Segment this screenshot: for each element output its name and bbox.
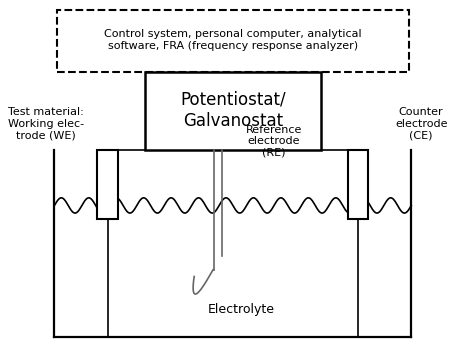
Text: Potentiostat/
Galvanostat: Potentiostat/ Galvanostat xyxy=(180,91,286,130)
Text: Counter
electrode
(CE): Counter electrode (CE) xyxy=(395,107,447,141)
Text: Reference
electrode
(RE): Reference electrode (RE) xyxy=(246,125,302,158)
Bar xyxy=(348,150,368,219)
Bar xyxy=(97,150,118,219)
Bar xyxy=(145,72,321,150)
Text: Electrolyte: Electrolyte xyxy=(208,303,275,316)
Text: Test material:
Working elec-
trode (WE): Test material: Working elec- trode (WE) xyxy=(8,107,84,141)
Bar xyxy=(56,10,409,72)
Text: Control system, personal computer, analytical
software, FRA (frequency response : Control system, personal computer, analy… xyxy=(104,29,362,51)
